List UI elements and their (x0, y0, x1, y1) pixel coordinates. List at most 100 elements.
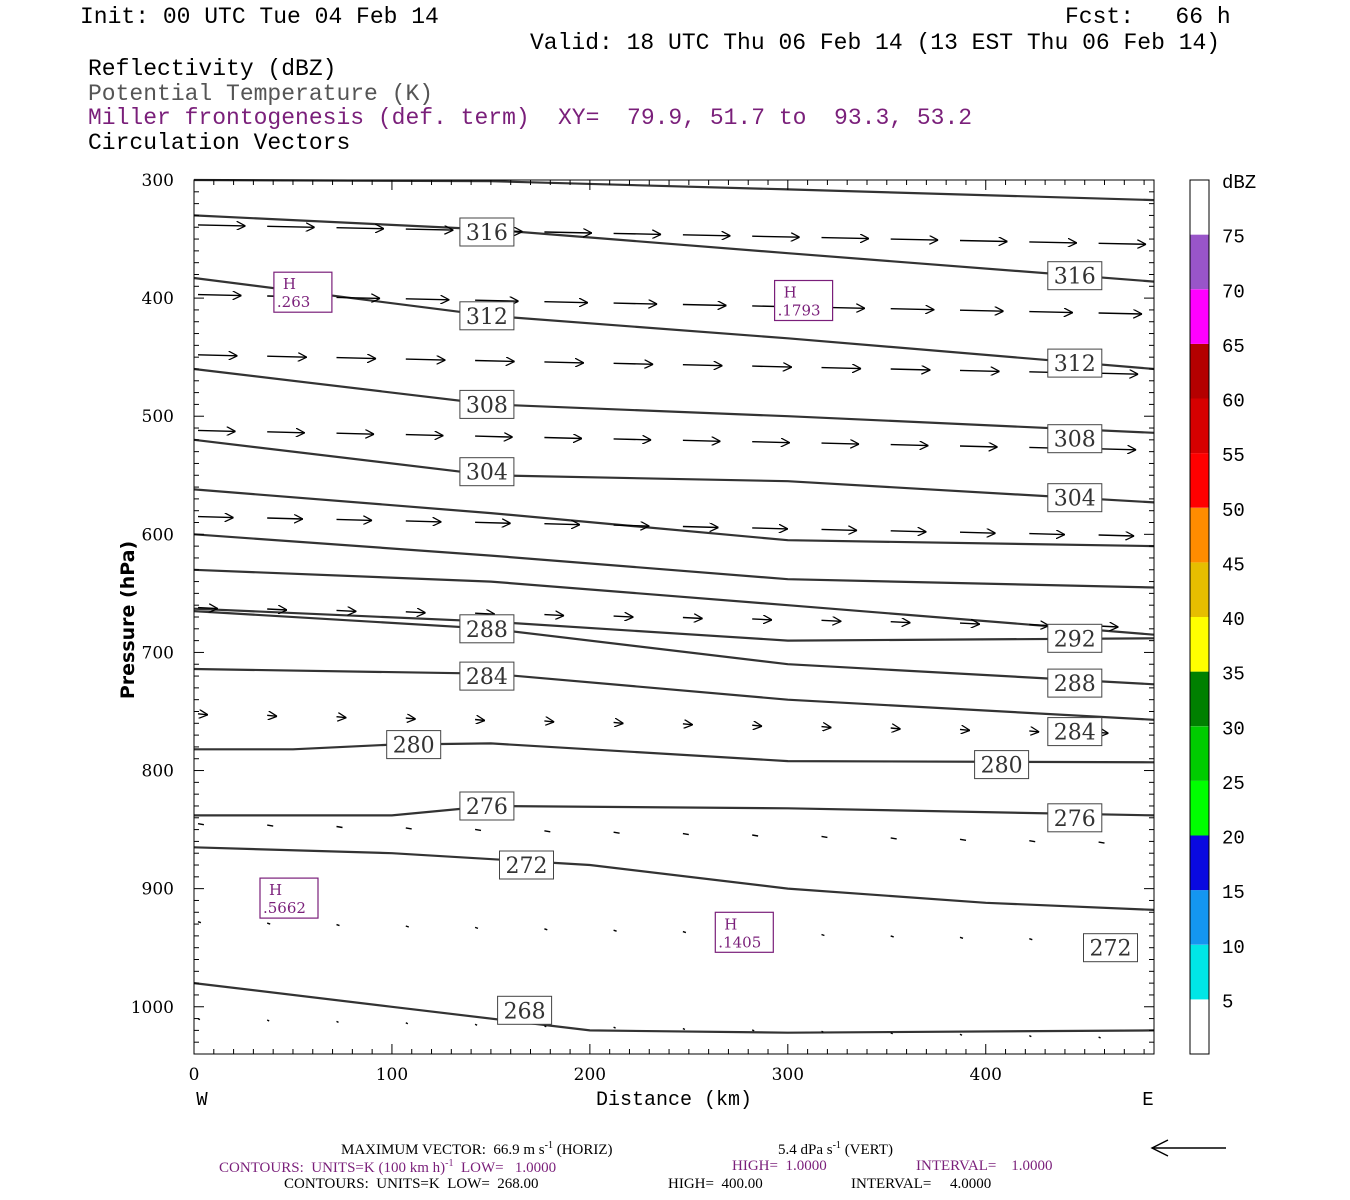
circulation-vector (613, 616, 634, 617)
circulation-vector (682, 618, 703, 619)
circulation-vector (544, 232, 592, 233)
circulation-vector (959, 838, 967, 841)
circulation-vector (890, 369, 931, 370)
circulation-vector (890, 531, 927, 532)
circulation-vector (1029, 731, 1039, 732)
circulation-vector (474, 1023, 478, 1026)
svg-text:304: 304 (1054, 487, 1096, 512)
circulation-vector (1029, 938, 1033, 941)
circulation-vector (613, 722, 624, 723)
circulation-vector (1029, 840, 1036, 843)
theta-contour-304 (193, 488, 1155, 548)
circulation-vector (890, 728, 901, 729)
circulation-vector (959, 623, 980, 624)
theta-contour-288 (193, 610, 1155, 686)
circulation-vector (1028, 1034, 1032, 1038)
circulation-vector (1098, 535, 1135, 536)
contour-label-268: 268 (497, 995, 553, 1025)
svg-text:272: 272 (506, 854, 548, 879)
circulation-vector (821, 368, 862, 369)
colorbar-bin (1190, 726, 1209, 781)
theta-contour-high: HIGH= 400.00 (668, 1176, 763, 1192)
colorbar-tick-label: 20 (1222, 828, 1245, 850)
circulation-vector (336, 717, 347, 718)
theta-contours (193, 178, 1155, 1034)
contour-label-280: 280 (386, 730, 442, 760)
colorbar-tick-label: 50 (1222, 500, 1245, 522)
svg-text:H: H (784, 284, 797, 302)
circulation-vector (405, 827, 412, 830)
max-vector-vert-tag: (VERT) (840, 1142, 893, 1158)
y-tick-label: 300 (142, 171, 174, 191)
colorbar-bin (1190, 617, 1209, 672)
circulation-vector (613, 929, 617, 932)
y-tick-label: 900 (142, 880, 174, 900)
svg-text:288: 288 (466, 618, 508, 643)
colorbar-tick-label: 30 (1222, 718, 1245, 740)
circulation-vector (682, 832, 689, 836)
circulation-vector (613, 233, 662, 234)
colorbar-tick-label: 25 (1222, 773, 1245, 795)
circulation-vector (197, 295, 242, 296)
contour-label-284: 284 (1047, 717, 1103, 747)
contour-label-288: 288 (1047, 668, 1103, 698)
frontogenesis-max-label: H.1793 (773, 279, 834, 322)
circulation-vector (336, 433, 375, 434)
svg-text:284: 284 (1054, 721, 1096, 746)
circulation-vector (475, 436, 513, 437)
circulation-vector (336, 825, 343, 829)
colorbar-bin (1190, 999, 1209, 1054)
circulation-vector (752, 528, 788, 529)
colorbar-tick-label: 45 (1222, 554, 1245, 576)
circulation-vector (197, 517, 234, 518)
circulation-vector (821, 1030, 824, 1033)
unit-exponent: -1 (445, 1158, 454, 1169)
circulation-vector (267, 226, 315, 227)
circulation-vector (267, 609, 287, 610)
circulation-vectors (197, 225, 1146, 1039)
max-vector-horiz-tag: (HORIZ) (552, 1142, 613, 1158)
circulation-vector (682, 527, 719, 528)
theta-contour-300 (193, 533, 1155, 589)
circulation-vector (959, 370, 1000, 371)
circulation-vector (336, 1020, 339, 1024)
init-time: Init: 00 UTC Tue 04 Feb 14 (80, 4, 439, 30)
svg-text:.1793: .1793 (778, 302, 821, 320)
theta-contour-268 (193, 982, 1155, 1034)
circulation-vector (475, 613, 495, 614)
theta-contour-320 (193, 214, 1155, 283)
contour-label-284: 284 (459, 661, 515, 691)
circulation-vector (544, 830, 551, 833)
circulation-vector (405, 359, 446, 360)
theta-contour-296 (193, 568, 1155, 636)
field-frontogenesis: Miller frontogenesis (def. term) (88, 105, 530, 131)
circulation-vector (544, 362, 584, 363)
colorbar-tick-label: 40 (1222, 609, 1245, 631)
colorbar-tick-label: 65 (1222, 336, 1245, 358)
circulation-vector (405, 229, 454, 230)
field-circulation-vectors: Circulation Vectors (88, 130, 351, 156)
y-tick-label: 500 (142, 407, 174, 427)
circulation-vector (821, 727, 832, 728)
svg-text:268: 268 (504, 999, 546, 1024)
circulation-vector (475, 720, 485, 721)
circulation-vector (405, 299, 450, 300)
colorbar-bin (1190, 234, 1209, 290)
circulation-vector (197, 823, 205, 826)
circulation-vector (821, 529, 858, 530)
circulation-vector (751, 1029, 755, 1032)
circulation-vector (752, 725, 762, 726)
svg-text:312: 312 (466, 305, 508, 330)
svg-text:.1405: .1405 (718, 933, 761, 951)
x-axis-west-label: W (196, 1089, 208, 1111)
svg-text:312: 312 (1054, 352, 1096, 377)
x-tick-label: 300 (772, 1065, 804, 1085)
circulation-vector (821, 238, 870, 239)
theta-contour-info: CONTOURS: UNITS=K LOW= 268.00 (284, 1176, 539, 1192)
colorbar-bin (1190, 507, 1209, 563)
field-potential-temperature: Potential Temperature (K) (88, 81, 434, 107)
colorbar-bin (1190, 780, 1209, 836)
circulation-vector (197, 225, 246, 226)
circulation-vector (197, 608, 218, 609)
circulation-vector (1029, 242, 1077, 243)
